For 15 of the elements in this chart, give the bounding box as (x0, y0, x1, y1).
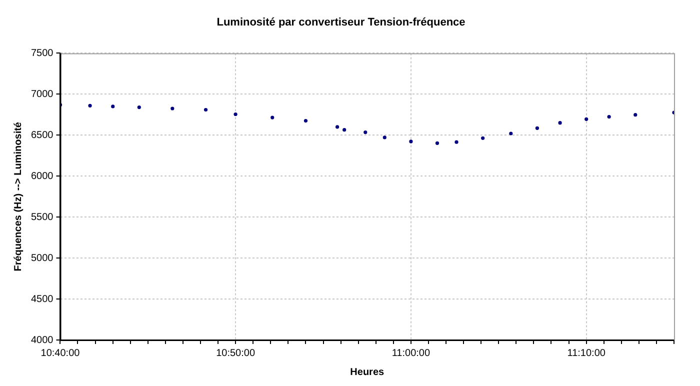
x-tick-label: 10:40:00 (40, 348, 80, 359)
y-tick-label: 6000 (30, 170, 54, 182)
y-tick-label: 4000 (30, 334, 54, 346)
y-tick-label: 5000 (30, 252, 54, 264)
y-tick-label: 5500 (30, 212, 54, 223)
x-tick-label: 11:10:00 (567, 348, 606, 359)
y-tick-label: 4500 (30, 294, 54, 305)
y-tick-label: 6500 (30, 130, 54, 141)
y-tick-label: 7000 (30, 88, 54, 100)
x-axis-title: Heures (350, 366, 385, 378)
x-tick-label: 10:50:00 (216, 348, 256, 359)
y-tick-label: 7500 (30, 48, 54, 59)
x-tick-label: 11:00:00 (392, 348, 430, 359)
chart-title: Luminosité par convertiseur Tension-fréquence (216, 16, 466, 29)
y-axis-title: Fréquences (Hz) --> Luminosité (12, 122, 24, 272)
